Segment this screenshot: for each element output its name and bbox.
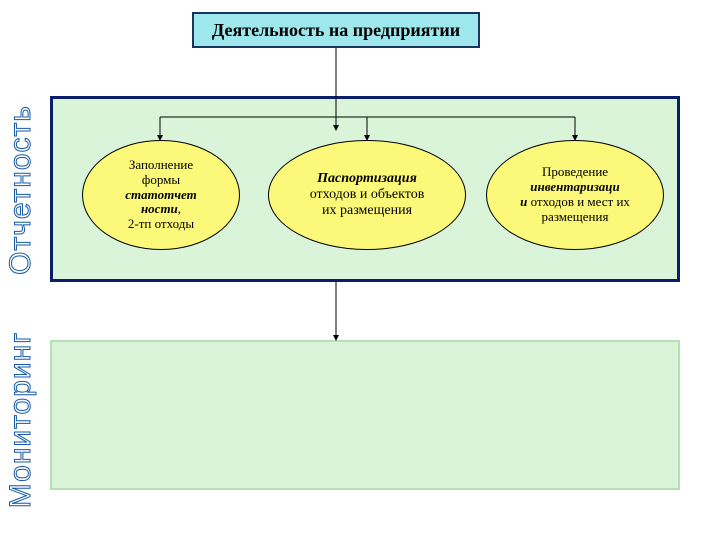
title-text: Деятельность на предприятии [212, 20, 460, 41]
ellipse-stat-report-text: Заполнениеформыстатотчетности,2-тп отход… [93, 158, 229, 233]
ellipse-inventory: Проведениеинвентаризации отходов и мест … [486, 140, 664, 250]
monitoring-panel [50, 340, 680, 490]
title-box: Деятельность на предприятии [192, 12, 480, 48]
ellipse-passport-text: Паспортизацияотходов и объектових размещ… [279, 171, 455, 219]
vertical-labels-group: Отчетность Мониторинг [4, 105, 37, 508]
diagram-canvas: { "type": "flowchart", "background_color… [0, 0, 720, 540]
vertical-label-reporting: Отчетность [4, 105, 37, 275]
ellipse-stat-report: Заполнениеформыстатотчетности,2-тп отход… [82, 140, 240, 250]
ellipse-inventory-text: Проведениеинвентаризации отходов и мест … [497, 165, 653, 225]
ellipse-passport: Паспортизацияотходов и объектових размещ… [268, 140, 466, 250]
vertical-label-monitoring: Мониторинг [4, 332, 37, 508]
